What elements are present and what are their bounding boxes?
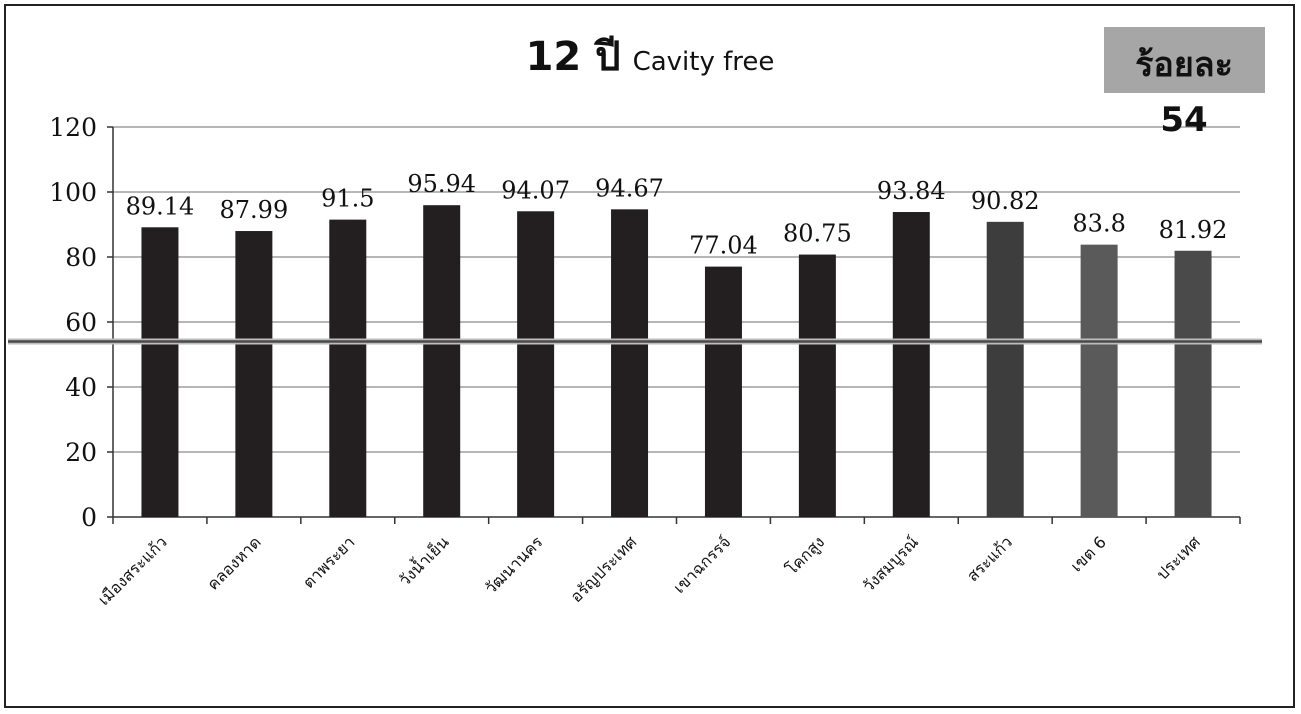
y-tick-label: 120 — [49, 113, 97, 142]
data-label: 89.14 — [126, 192, 195, 220]
target-badge-value: 54 — [1160, 100, 1207, 140]
data-label: 94.67 — [595, 174, 664, 202]
data-label: 91.5 — [321, 185, 374, 213]
chart-title: 12 ปี Cavity free — [526, 34, 775, 80]
y-tick-label: 0 — [81, 503, 97, 532]
data-label: 90.82 — [971, 187, 1040, 215]
y-tick-label: 80 — [65, 243, 97, 272]
data-label: 81.92 — [1159, 216, 1228, 244]
y-tick-label: 100 — [49, 178, 97, 207]
data-label: 83.8 — [1072, 210, 1125, 238]
chart-frame — [4, 4, 1295, 708]
category-label: อรัญประเทศ — [567, 532, 641, 606]
data-label: 80.75 — [783, 220, 852, 248]
data-label: 95.94 — [407, 170, 476, 198]
chart-title-text: Cavity free — [633, 47, 775, 77]
category-label: วังสมบูรณ์ — [859, 532, 923, 596]
category-label: เขาฉกรรจ์ — [670, 532, 735, 597]
bar — [423, 205, 461, 517]
category-label: คลองหาด — [203, 532, 264, 593]
data-label: 93.84 — [877, 177, 946, 205]
bar — [235, 231, 273, 517]
bar — [611, 209, 649, 517]
data-label: 77.04 — [689, 232, 758, 260]
bar — [986, 221, 1024, 517]
category-label: วังน้ำเย็น — [393, 531, 452, 590]
bar — [1080, 244, 1118, 517]
data-label: 87.99 — [220, 196, 289, 224]
category-label: ประเทศ — [1153, 532, 1204, 583]
bar — [798, 254, 836, 517]
y-tick-label: 60 — [65, 308, 97, 337]
category-label: โคกสูง — [782, 532, 829, 579]
category-label: เขต 6 — [1067, 532, 1110, 575]
bar — [329, 219, 367, 517]
data-label: 94.07 — [501, 176, 570, 204]
chart-title-bold: 12 ปี — [526, 34, 621, 80]
category-label: เมืองสระแก้ว — [94, 532, 171, 609]
target-badge-bg — [1104, 27, 1265, 93]
category-label: วัฒนานคร — [481, 532, 547, 598]
bar — [141, 227, 179, 518]
category-label: ตาพระยา — [299, 532, 359, 592]
y-tick-label: 20 — [65, 438, 97, 467]
target-badge-label: ร้อยละ — [1135, 45, 1233, 85]
y-tick-label: 40 — [65, 373, 97, 402]
bar — [704, 266, 742, 517]
bar — [892, 212, 930, 517]
category-label: สระแก้ว — [963, 532, 1016, 585]
bar — [517, 211, 555, 517]
bar — [1174, 250, 1212, 517]
